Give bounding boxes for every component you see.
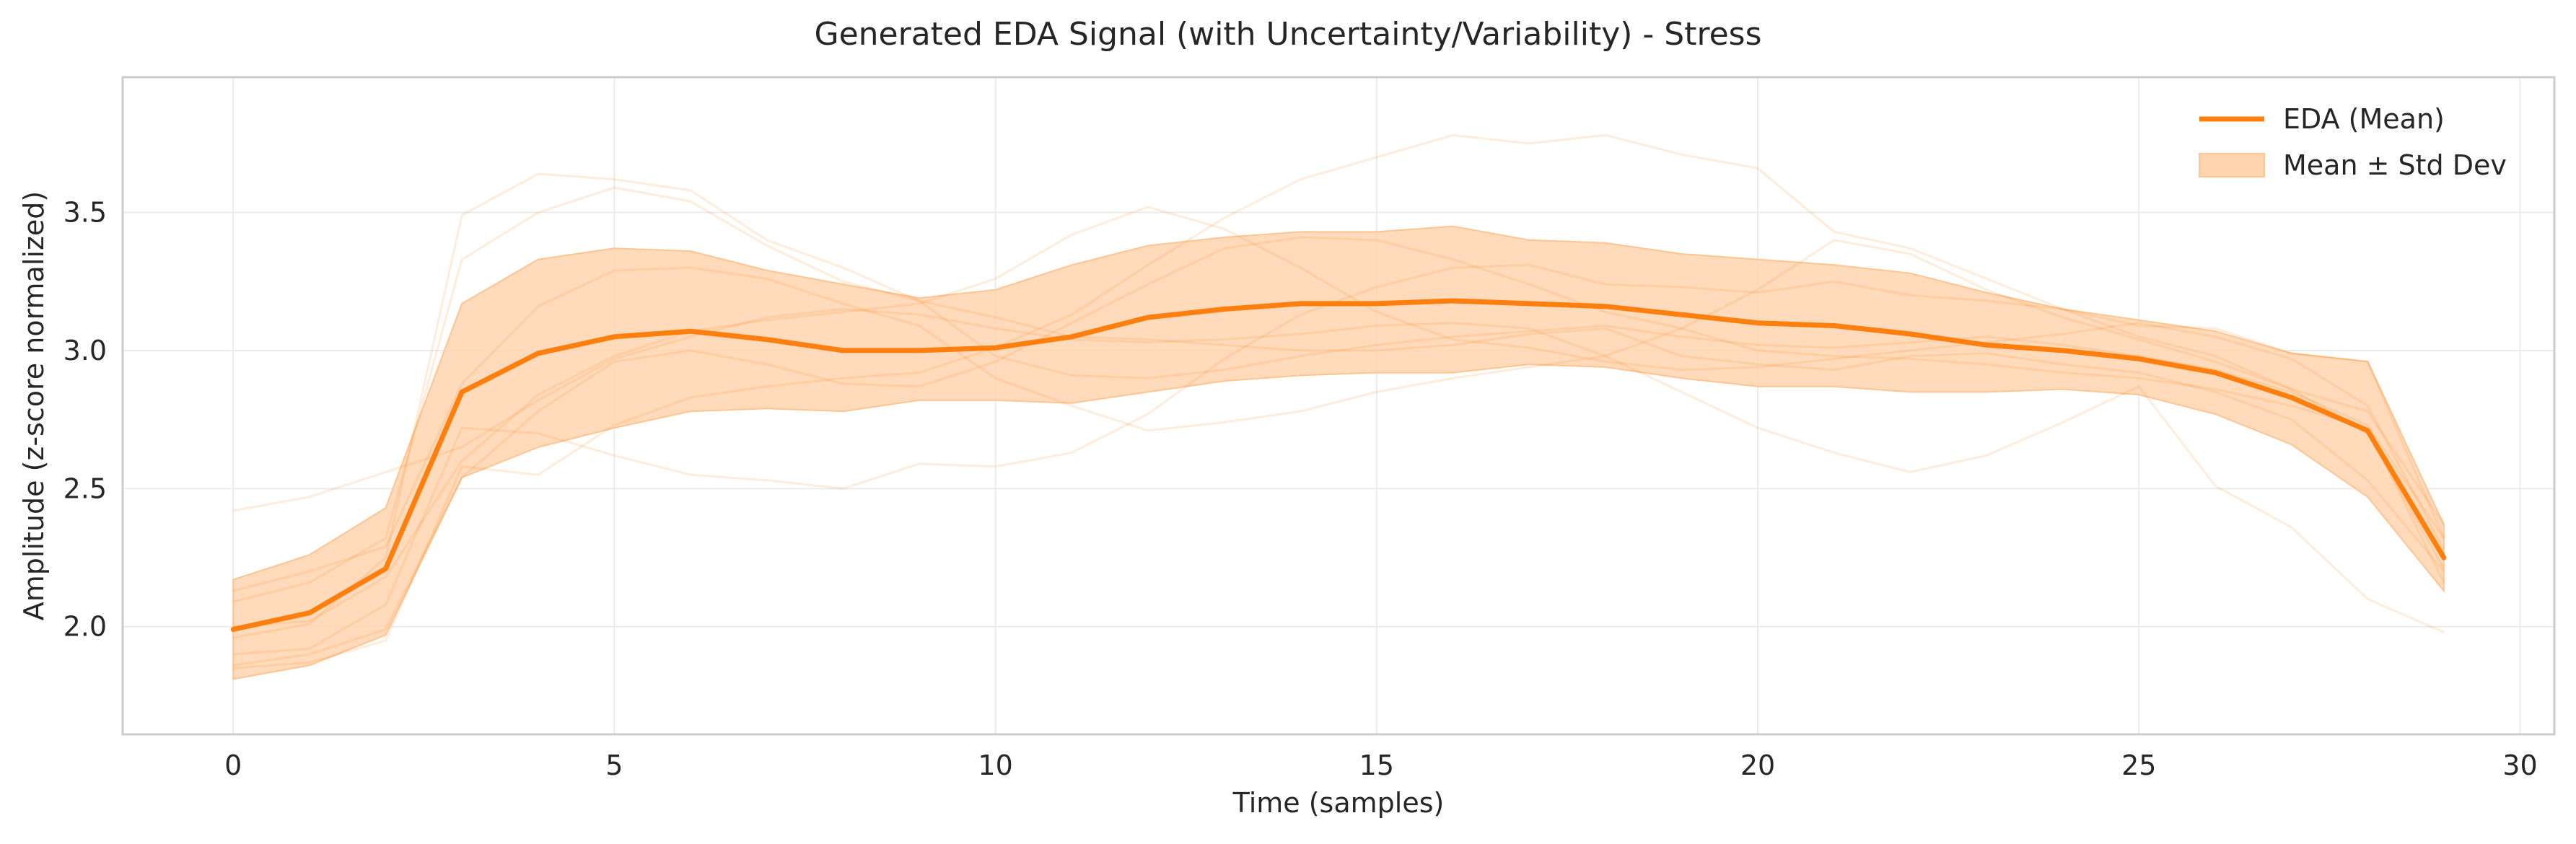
y-tick-label: 2.0 <box>63 611 107 643</box>
sample-line <box>232 307 2445 633</box>
legend-band-swatch <box>2199 153 2265 177</box>
y-tick-label: 3.5 <box>63 197 107 229</box>
x-tick-label: 10 <box>978 750 1012 781</box>
sample-line <box>233 206 2445 628</box>
mean-line <box>230 298 2447 632</box>
sample-layer <box>232 133 2445 669</box>
sample-line <box>232 186 2445 603</box>
sample-line <box>232 172 2445 639</box>
sample-line <box>233 263 2445 656</box>
chart-title: Generated EDA Signal (with Uncertainty/V… <box>814 16 1762 53</box>
sample-line <box>232 236 2445 667</box>
sample-line <box>232 239 2445 592</box>
y-tick-label: 3.0 <box>63 335 107 366</box>
x-tick-label: 15 <box>1359 750 1394 781</box>
x-axis-label: Time (samples) <box>1232 787 1445 819</box>
tick-layer: 0 5 10 15 20 25 30 2.0 2.5 3.0 3.5 <box>63 197 2538 781</box>
legend-mean-label: EDA (Mean) <box>2283 103 2445 135</box>
x-tick-label: 0 <box>224 750 242 781</box>
y-axis-label: Amplitude (z-score normalized) <box>18 191 50 620</box>
std-dev-band <box>232 225 2445 680</box>
legend-band-label: Mean ± Std Dev <box>2283 149 2507 181</box>
x-tick-label: 20 <box>1740 750 1775 781</box>
sample-line <box>233 133 2445 669</box>
legend: EDA (Mean) Mean ± Std Dev <box>2199 103 2507 181</box>
x-tick-label: 25 <box>2121 750 2156 781</box>
plot-frame <box>121 76 2556 736</box>
band-layer <box>232 225 2445 680</box>
x-tick-label: 30 <box>2502 750 2537 781</box>
mean-layer <box>230 298 2447 632</box>
x-tick-label: 5 <box>605 750 623 781</box>
y-tick-label: 2.5 <box>63 472 107 504</box>
